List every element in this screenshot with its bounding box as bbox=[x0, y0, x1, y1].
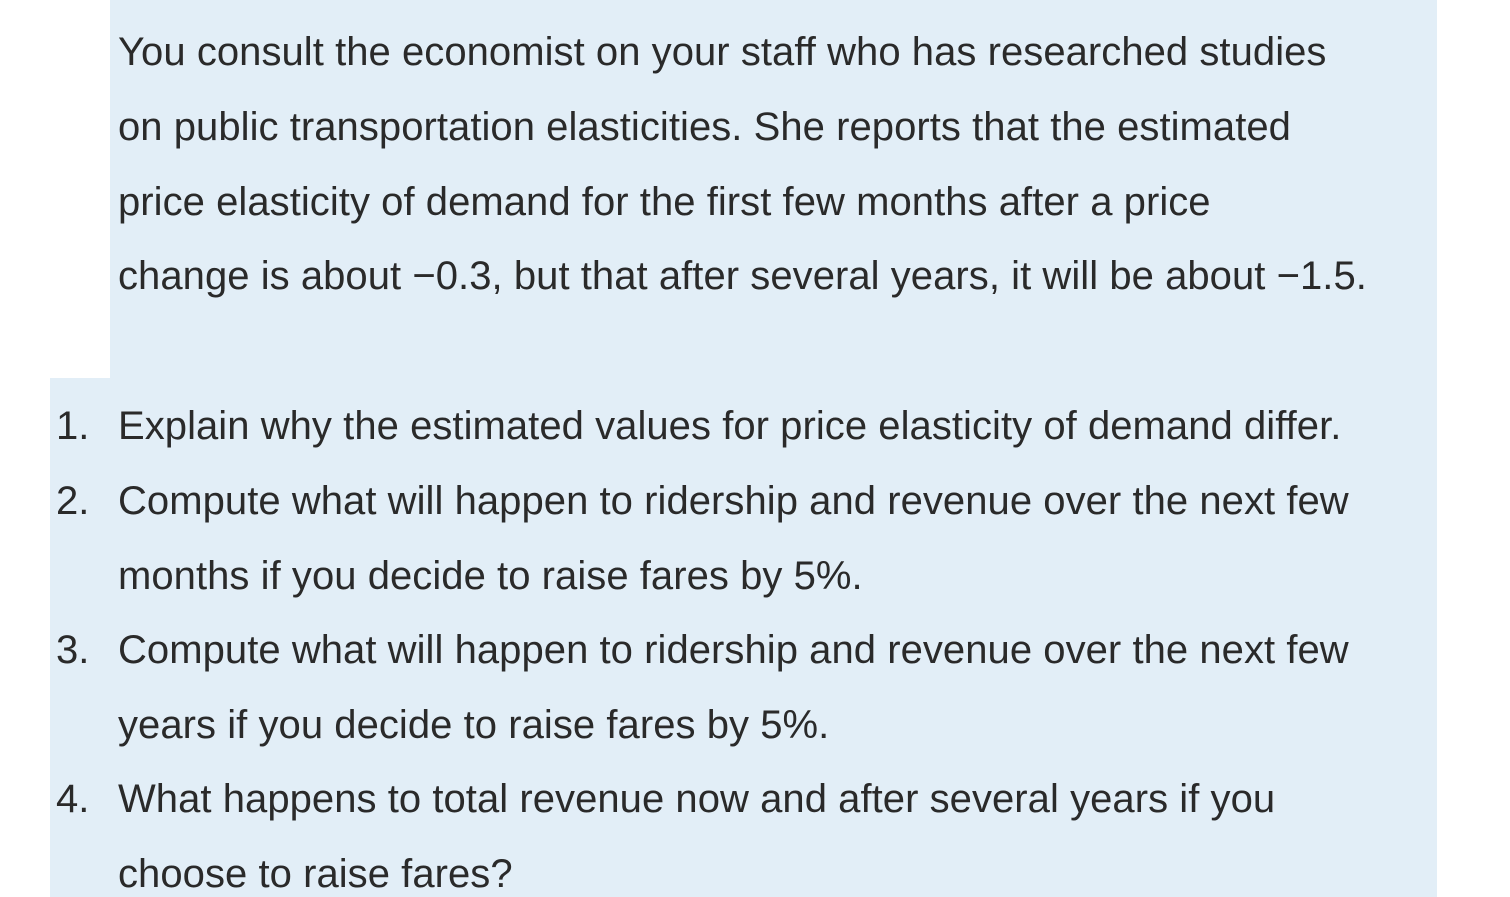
question-number: 3. bbox=[56, 628, 90, 672]
question-number: 1. bbox=[56, 404, 90, 448]
question-text: years if you decide to raise fares by 5%… bbox=[118, 703, 830, 747]
question-number: 2. bbox=[56, 479, 90, 523]
question-text: What happens to total revenue now and af… bbox=[118, 777, 1276, 821]
question-text: choose to raise fares? bbox=[118, 852, 513, 896]
questions-background bbox=[50, 378, 1437, 897]
intro-line: price elasticity of demand for the first… bbox=[118, 180, 1211, 224]
question-text: months if you decide to raise fares by 5… bbox=[118, 554, 863, 598]
intro-line: You consult the economist on your staff … bbox=[118, 30, 1327, 74]
question-text: Explain why the estimated values for pri… bbox=[118, 404, 1342, 448]
question-text: Compute what will happen to ridership an… bbox=[118, 479, 1349, 523]
intro-line: change is about −0.3, but that after sev… bbox=[118, 254, 1367, 298]
question-text: Compute what will happen to ridership an… bbox=[118, 628, 1349, 672]
question-number: 4. bbox=[56, 777, 90, 821]
intro-background bbox=[110, 0, 1437, 378]
intro-line: on public transportation elasticities. S… bbox=[118, 105, 1291, 149]
